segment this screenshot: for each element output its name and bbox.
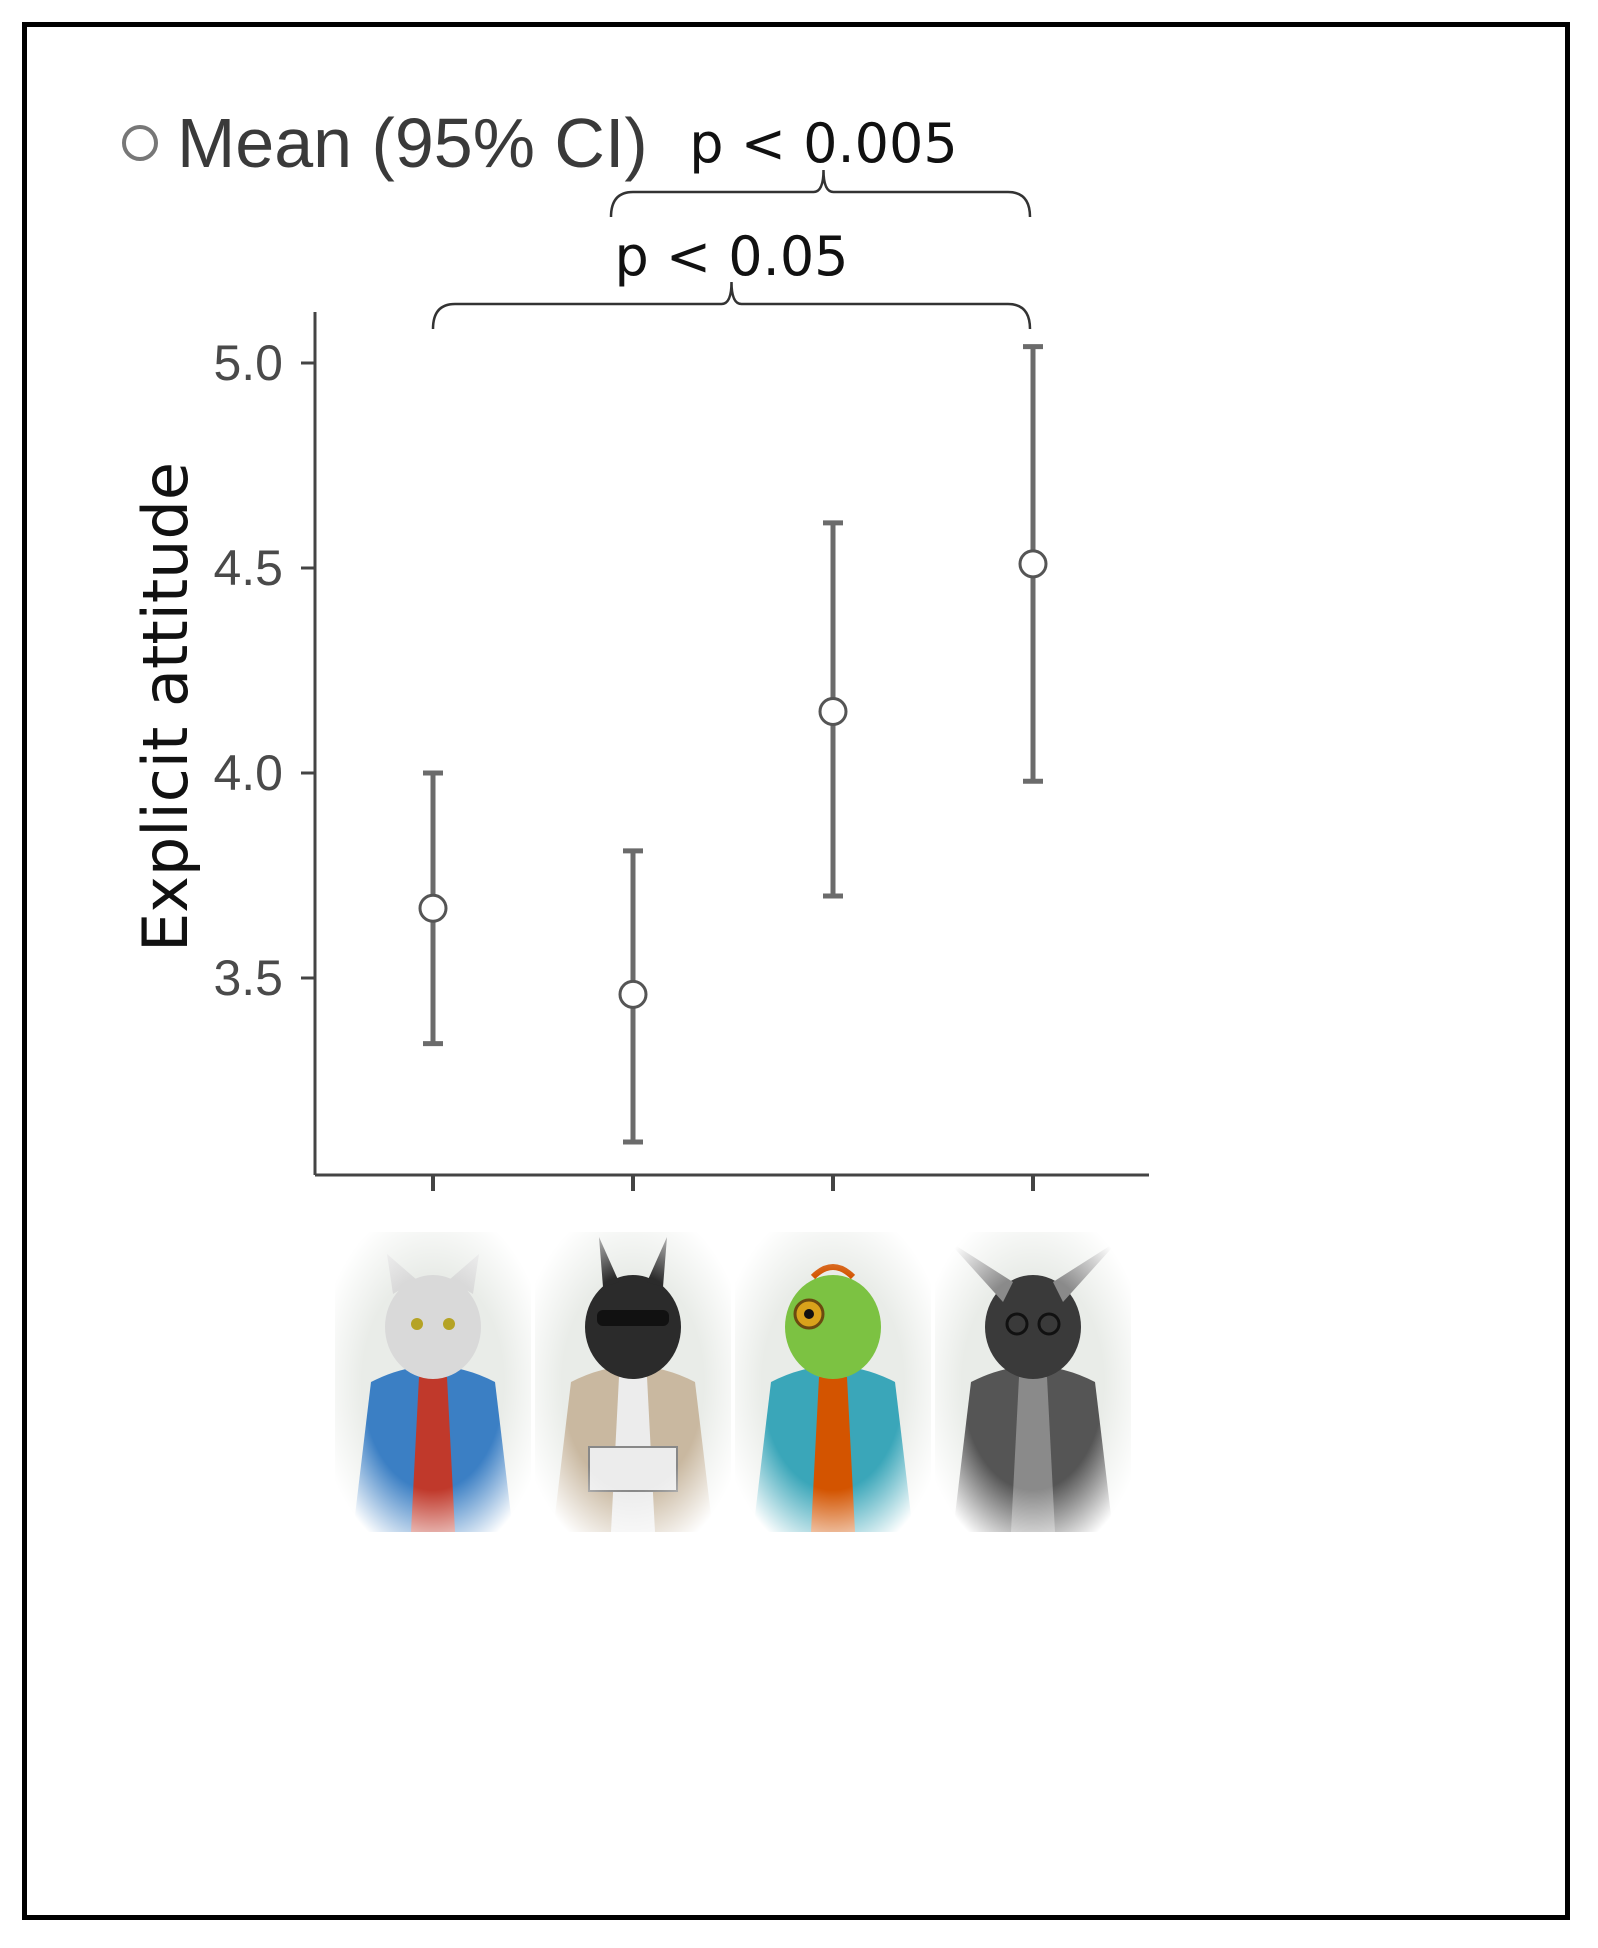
mean-point [1018, 549, 1048, 579]
y-ticks: 3.5 4.0 4.5 5.0 [213, 335, 315, 1006]
x-axis-images [335, 1232, 1131, 1532]
significance-label: p < 0.05 [614, 225, 848, 288]
bat-character-icon [935, 1232, 1131, 1532]
legend-label: Mean (95% CI) [177, 104, 648, 182]
figure-frame: Mean (95% CI) Explicit attitude 3.5 4.0 4.… [22, 22, 1570, 1920]
significance-bracket [609, 169, 1032, 218]
legend: Mean (95% CI) [122, 104, 648, 182]
chart-svg: Mean (95% CI) Explicit attitude 3.5 4.0 4.… [122, 104, 1149, 1532]
llama-character-icon [535, 1232, 731, 1532]
lizard-character-icon [735, 1232, 931, 1532]
mean-point [818, 697, 848, 726]
y-tick-label: 3.5 [213, 950, 283, 1006]
legend-marker [122, 125, 158, 161]
error-bars [423, 344, 1043, 1145]
image-fade [335, 1232, 531, 1532]
mean-point [618, 979, 648, 1009]
image-fade [535, 1232, 731, 1532]
image-fade [735, 1232, 931, 1532]
mean-point [418, 893, 448, 923]
x-ticks [431, 1175, 1035, 1191]
image-fade [935, 1232, 1131, 1532]
y-tick-label: 5.0 [213, 335, 283, 391]
y-tick-label: 4.5 [213, 540, 283, 596]
significance-brackets: p < 0.005 p < 0.05 [431, 112, 1032, 330]
cat-character-icon [335, 1232, 531, 1532]
mean-markers [418, 549, 1048, 1009]
y-tick-label: 4.0 [213, 745, 283, 801]
axes [313, 312, 1149, 1177]
significance-bracket [431, 281, 1032, 330]
y-axis-label: Explicit attitude [129, 462, 202, 952]
significance-label: p < 0.005 [689, 112, 957, 175]
